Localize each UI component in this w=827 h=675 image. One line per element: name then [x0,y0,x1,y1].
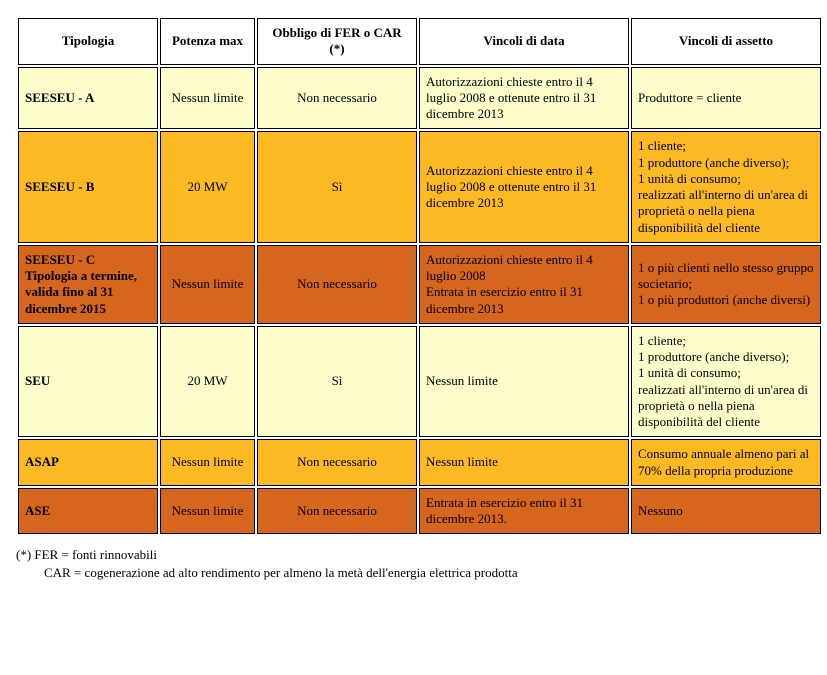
cell-vincoli_data: Autorizzazioni chieste entro il 4 luglio… [419,245,629,324]
table-row: SEESEU - CTipologia a termine, valida fi… [18,245,821,324]
cell-potenza: Nessun limite [160,245,255,324]
cell-vincoli_assetto: Produttore = cliente [631,67,821,130]
cell-vincoli_data: Entrata in esercizio entro il 31 dicembr… [419,488,629,535]
cell-obbligo: Non necessario [257,439,417,486]
cell-vincoli_data: Nessun limite [419,439,629,486]
table-row: SEESEU - ANessun limiteNon necessarioAut… [18,67,821,130]
cell-tipologia: SEESEU - B [18,131,158,243]
footnote-line1: (*) FER = fonti rinnovabili [16,547,157,562]
header-row: TipologiaPotenza maxObbligo di FER o CAR… [18,18,821,65]
cell-vincoli_data: Autorizzazioni chieste entro il 4 luglio… [419,131,629,243]
footnote-line2: CAR = cogenerazione ad alto rendimento p… [16,564,811,582]
cell-potenza: 20 MW [160,326,255,438]
cell-vincoli_assetto: 1 cliente;1 produttore (anche diverso);1… [631,131,821,243]
seeseu-table: TipologiaPotenza maxObbligo di FER o CAR… [16,16,823,536]
cell-vincoli_assetto: Nessuno [631,488,821,535]
cell-obbligo: Non necessario [257,245,417,324]
cell-vincoli_assetto: 1 o più clienti nello stesso gruppo soci… [631,245,821,324]
cell-tipologia: SEESEU - CTipologia a termine, valida fi… [18,245,158,324]
col-header: Vincoli di data [419,18,629,65]
cell-potenza: 20 MW [160,131,255,243]
col-header: Vincoli di assetto [631,18,821,65]
table-row: SEU20 MWSìNessun limite1 cliente;1 produ… [18,326,821,438]
table-body: SEESEU - ANessun limiteNon necessarioAut… [18,67,821,535]
cell-potenza: Nessun limite [160,67,255,130]
table-head: TipologiaPotenza maxObbligo di FER o CAR… [18,18,821,65]
cell-vincoli_assetto: Consumo annuale almeno pari al 70% della… [631,439,821,486]
cell-potenza: Nessun limite [160,488,255,535]
cell-obbligo: Sì [257,131,417,243]
cell-tipologia: SEU [18,326,158,438]
col-header: Tipologia [18,18,158,65]
footnote: (*) FER = fonti rinnovabili CAR = cogene… [16,546,811,581]
col-header: Potenza max [160,18,255,65]
cell-vincoli_data: Nessun limite [419,326,629,438]
cell-tipologia: ASAP [18,439,158,486]
cell-obbligo: Non necessario [257,67,417,130]
col-header: Obbligo di FER o CAR (*) [257,18,417,65]
cell-tipologia: ASE [18,488,158,535]
cell-vincoli_data: Autorizzazioni chieste entro il 4 luglio… [419,67,629,130]
table-row: ASENessun limiteNon necessarioEntrata in… [18,488,821,535]
cell-tipologia: SEESEU - A [18,67,158,130]
cell-potenza: Nessun limite [160,439,255,486]
cell-obbligo: Sì [257,326,417,438]
table-row: SEESEU - B20 MWSìAutorizzazioni chieste … [18,131,821,243]
table-row: ASAPNessun limiteNon necessarioNessun li… [18,439,821,486]
cell-obbligo: Non necessario [257,488,417,535]
cell-vincoli_assetto: 1 cliente;1 produttore (anche diverso);1… [631,326,821,438]
